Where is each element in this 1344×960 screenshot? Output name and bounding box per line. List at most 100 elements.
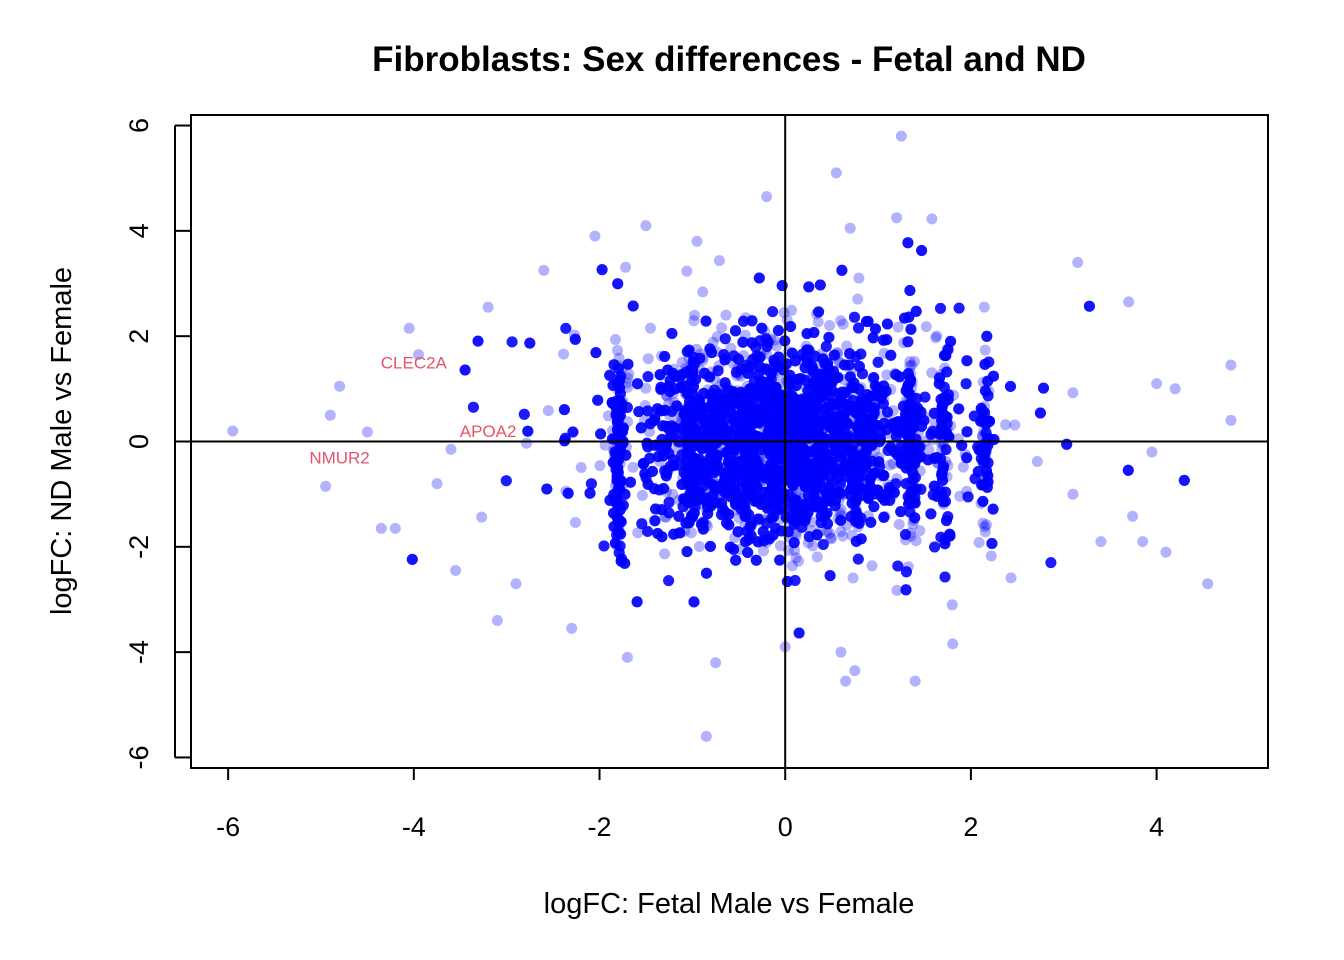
data-point bbox=[982, 477, 994, 489]
data-point bbox=[612, 499, 624, 511]
data-point bbox=[813, 465, 825, 477]
data-point bbox=[788, 391, 800, 403]
data-point bbox=[802, 426, 814, 437]
point-layer bbox=[227, 130, 1237, 742]
data-point bbox=[723, 402, 735, 414]
data-point bbox=[613, 360, 625, 372]
data-point bbox=[773, 480, 785, 492]
data-point bbox=[863, 510, 874, 522]
data-point bbox=[841, 519, 853, 531]
chart-title: Fibroblasts: Sex differences - Fetal and… bbox=[372, 40, 1086, 79]
data-point bbox=[691, 389, 702, 400]
data-point bbox=[612, 462, 624, 474]
data-point bbox=[773, 474, 785, 486]
data-point bbox=[852, 471, 864, 483]
data-point bbox=[841, 387, 853, 399]
data-point bbox=[985, 550, 997, 562]
data-point bbox=[682, 400, 694, 412]
data-point bbox=[800, 340, 812, 352]
data-point bbox=[751, 476, 763, 488]
data-point bbox=[667, 388, 679, 400]
data-point bbox=[688, 315, 700, 327]
data-point bbox=[707, 472, 719, 484]
data-point bbox=[789, 421, 801, 433]
data-point bbox=[794, 495, 806, 507]
data-point bbox=[815, 460, 827, 472]
data-point bbox=[752, 490, 764, 502]
data-point bbox=[623, 368, 635, 380]
data-point bbox=[697, 286, 709, 298]
data-point bbox=[939, 410, 951, 422]
data-point bbox=[686, 428, 698, 440]
data-point bbox=[612, 482, 624, 494]
data-point bbox=[660, 389, 672, 401]
data-point bbox=[754, 412, 766, 423]
data-point bbox=[738, 350, 749, 362]
data-point bbox=[763, 423, 775, 435]
data-point bbox=[683, 480, 695, 492]
data-point bbox=[770, 465, 781, 477]
data-point bbox=[660, 511, 672, 523]
data-point bbox=[756, 513, 767, 525]
data-point bbox=[772, 446, 784, 458]
data-point bbox=[824, 527, 836, 539]
data-point bbox=[1031, 456, 1043, 467]
data-point bbox=[812, 457, 824, 469]
data-point bbox=[747, 412, 758, 424]
data-point bbox=[861, 423, 873, 435]
data-point bbox=[827, 421, 839, 433]
data-point bbox=[699, 418, 711, 430]
data-point bbox=[811, 551, 823, 563]
data-point bbox=[929, 416, 941, 428]
data-point bbox=[759, 391, 771, 402]
data-point bbox=[608, 444, 619, 456]
data-point bbox=[887, 458, 899, 470]
data-point bbox=[797, 450, 809, 462]
data-point bbox=[773, 513, 785, 525]
data-point bbox=[954, 490, 966, 502]
data-point bbox=[815, 384, 827, 396]
data-point bbox=[620, 261, 632, 273]
data-point bbox=[802, 537, 814, 549]
data-point bbox=[699, 476, 711, 488]
data-point bbox=[754, 374, 766, 386]
data-point bbox=[733, 512, 745, 524]
data-point bbox=[803, 454, 815, 466]
data-point bbox=[926, 367, 938, 379]
data-point bbox=[612, 499, 623, 511]
data-point bbox=[739, 519, 751, 531]
data-point bbox=[642, 353, 654, 365]
data-point bbox=[894, 444, 906, 456]
data-point bbox=[684, 493, 696, 505]
data-point bbox=[861, 434, 873, 446]
data-point bbox=[853, 272, 865, 284]
data-point bbox=[799, 398, 811, 410]
data-point bbox=[614, 457, 626, 469]
data-point bbox=[838, 427, 850, 439]
data-point bbox=[715, 384, 727, 396]
data-point bbox=[718, 469, 729, 481]
data-point bbox=[708, 411, 720, 423]
data-point bbox=[786, 304, 798, 316]
data-point bbox=[909, 413, 921, 425]
data-point bbox=[761, 399, 773, 411]
data-point bbox=[753, 413, 765, 425]
data-point bbox=[857, 463, 868, 475]
data-point bbox=[808, 488, 819, 500]
data-point bbox=[867, 373, 879, 385]
data-point bbox=[720, 382, 732, 394]
data-point bbox=[788, 443, 800, 455]
data-point bbox=[884, 459, 896, 471]
data-point bbox=[610, 462, 622, 474]
data-point bbox=[791, 485, 803, 497]
data-point bbox=[935, 369, 947, 381]
data-point bbox=[914, 449, 926, 461]
data-point bbox=[852, 428, 863, 440]
data-point bbox=[612, 422, 624, 434]
data-point bbox=[835, 526, 847, 537]
data-point bbox=[759, 344, 771, 356]
data-point bbox=[778, 423, 790, 435]
data-point bbox=[869, 398, 881, 410]
data-point bbox=[860, 452, 872, 464]
data-point bbox=[731, 385, 743, 397]
